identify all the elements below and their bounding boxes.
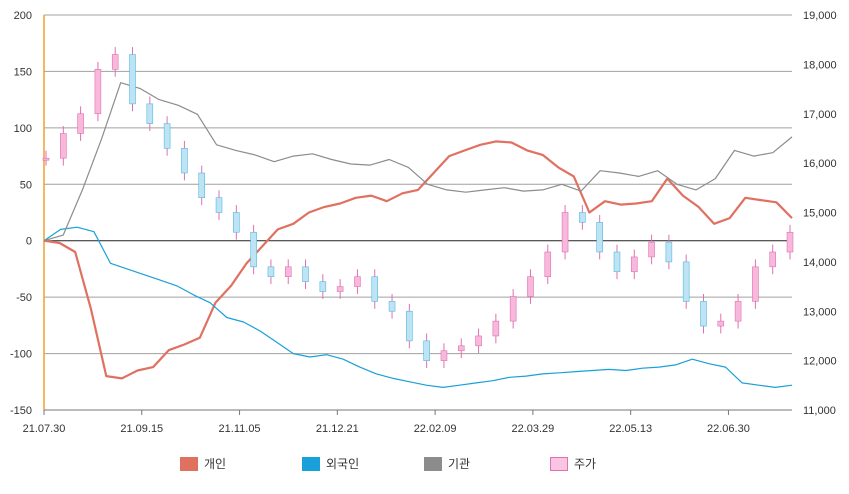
price-candle bbox=[423, 340, 430, 361]
price-candle bbox=[388, 301, 396, 312]
price-candle bbox=[163, 123, 171, 149]
legend-label: 개인 bbox=[204, 457, 227, 471]
x-tick-label: 21.12.21 bbox=[316, 423, 359, 435]
x-tick-label: 22.06.30 bbox=[707, 423, 750, 435]
y-right-tick-label: 18,000 bbox=[803, 59, 837, 71]
y-right-tick-label: 13,000 bbox=[803, 306, 837, 318]
price-candle bbox=[682, 261, 690, 302]
price-candle bbox=[94, 69, 102, 115]
price-candle bbox=[129, 54, 136, 105]
price-candle bbox=[457, 345, 465, 352]
y-right-tick-label: 16,000 bbox=[803, 158, 837, 170]
y-left-tick-label: 200 bbox=[14, 10, 32, 22]
legend-label: 주가 bbox=[574, 457, 597, 471]
price-candle bbox=[284, 266, 292, 277]
y-right-tick-label: 19,000 bbox=[803, 10, 837, 22]
chart-legend: 개인 외국인 기관 주가 bbox=[0, 455, 849, 479]
price-candle bbox=[302, 266, 309, 282]
price-candle bbox=[42, 157, 50, 161]
x-tick-label: 22.03.29 bbox=[511, 423, 554, 435]
price-candle bbox=[250, 231, 257, 268]
price-candle bbox=[475, 335, 482, 347]
price-candle bbox=[198, 172, 205, 198]
gridlines bbox=[44, 14, 792, 411]
price-candle bbox=[181, 148, 188, 174]
y-left-tick-label: 150 bbox=[14, 66, 32, 78]
price-candle bbox=[648, 241, 655, 258]
price-candle bbox=[613, 251, 621, 273]
y-left-tick-label: -50 bbox=[16, 292, 32, 304]
price-candle bbox=[354, 276, 361, 287]
price-candle bbox=[544, 251, 552, 277]
y-left-tick-label: 0 bbox=[26, 236, 32, 248]
price-candle bbox=[146, 103, 154, 124]
y-left-tick-label: -150 bbox=[10, 405, 32, 417]
price-candle bbox=[631, 256, 638, 273]
price-candle bbox=[561, 212, 569, 253]
price-candle bbox=[233, 212, 240, 233]
legend-item[interactable]: 개인 bbox=[180, 455, 226, 472]
price-candle bbox=[267, 266, 275, 277]
chart-plot: 200 150 100 50 0 -50 -100 -150 19,000 18,000 17,00… bbox=[10, 10, 837, 435]
price-candle bbox=[527, 276, 534, 297]
x-tick-label: 22.02.09 bbox=[414, 423, 457, 435]
price-candle bbox=[440, 350, 448, 361]
legend-label: 외국인 bbox=[326, 457, 360, 471]
price-candle bbox=[111, 54, 119, 70]
price-candle bbox=[509, 296, 517, 322]
price-candle bbox=[786, 231, 794, 253]
price-candle bbox=[769, 251, 776, 268]
y-left-tick-label: 100 bbox=[14, 123, 32, 135]
y-right-tick-label: 17,000 bbox=[803, 109, 837, 121]
legend-swatch bbox=[550, 456, 568, 471]
series-line-1 bbox=[43, 226, 793, 388]
price-candle bbox=[215, 197, 223, 213]
x-tick-label: 22.05.13 bbox=[609, 423, 652, 435]
y-left-tick-label: -100 bbox=[10, 349, 32, 361]
legend-label: 기관 bbox=[448, 457, 471, 471]
x-tick-label: 21.11.05 bbox=[219, 423, 261, 435]
price-candle bbox=[700, 301, 707, 327]
legend-item[interactable]: 기관 bbox=[424, 455, 470, 472]
x-tick-label: 21.09.15 bbox=[120, 423, 163, 435]
price-candle bbox=[579, 212, 586, 223]
legend-swatch bbox=[302, 456, 320, 471]
legend-item[interactable]: 외국인 bbox=[302, 455, 359, 472]
series-line-2 bbox=[43, 82, 793, 242]
price-candle bbox=[77, 113, 84, 134]
price-candle bbox=[319, 281, 327, 292]
price-candle bbox=[406, 310, 413, 342]
y-right-tick-label: 15,000 bbox=[803, 208, 837, 220]
price-candle bbox=[734, 301, 742, 322]
y-right-tick-label: 12,000 bbox=[803, 356, 837, 368]
series-lines bbox=[42, 47, 794, 388]
tick-labels: 200 150 100 50 0 -50 -100 -150 19,000 18,000 17,00… bbox=[10, 10, 837, 435]
price-candle bbox=[717, 320, 725, 327]
price-candle bbox=[492, 320, 500, 337]
price-candle bbox=[665, 241, 673, 263]
series-line-0 bbox=[43, 140, 793, 380]
price-candle bbox=[752, 266, 759, 302]
price-candle bbox=[336, 286, 344, 292]
y-right-tick-label: 14,000 bbox=[803, 257, 837, 269]
x-tick-label: 21.07.30 bbox=[23, 423, 66, 435]
y-left-tick-label: 50 bbox=[20, 179, 32, 191]
price-candle bbox=[596, 222, 603, 253]
price-candle bbox=[60, 133, 67, 159]
price-candle bbox=[371, 276, 379, 302]
legend-item[interactable]: 주가 bbox=[550, 455, 596, 472]
legend-swatch bbox=[180, 456, 198, 471]
legend-swatch bbox=[424, 456, 442, 471]
y-right-tick-label: 11,000 bbox=[803, 405, 836, 417]
axes bbox=[43, 15, 792, 415]
